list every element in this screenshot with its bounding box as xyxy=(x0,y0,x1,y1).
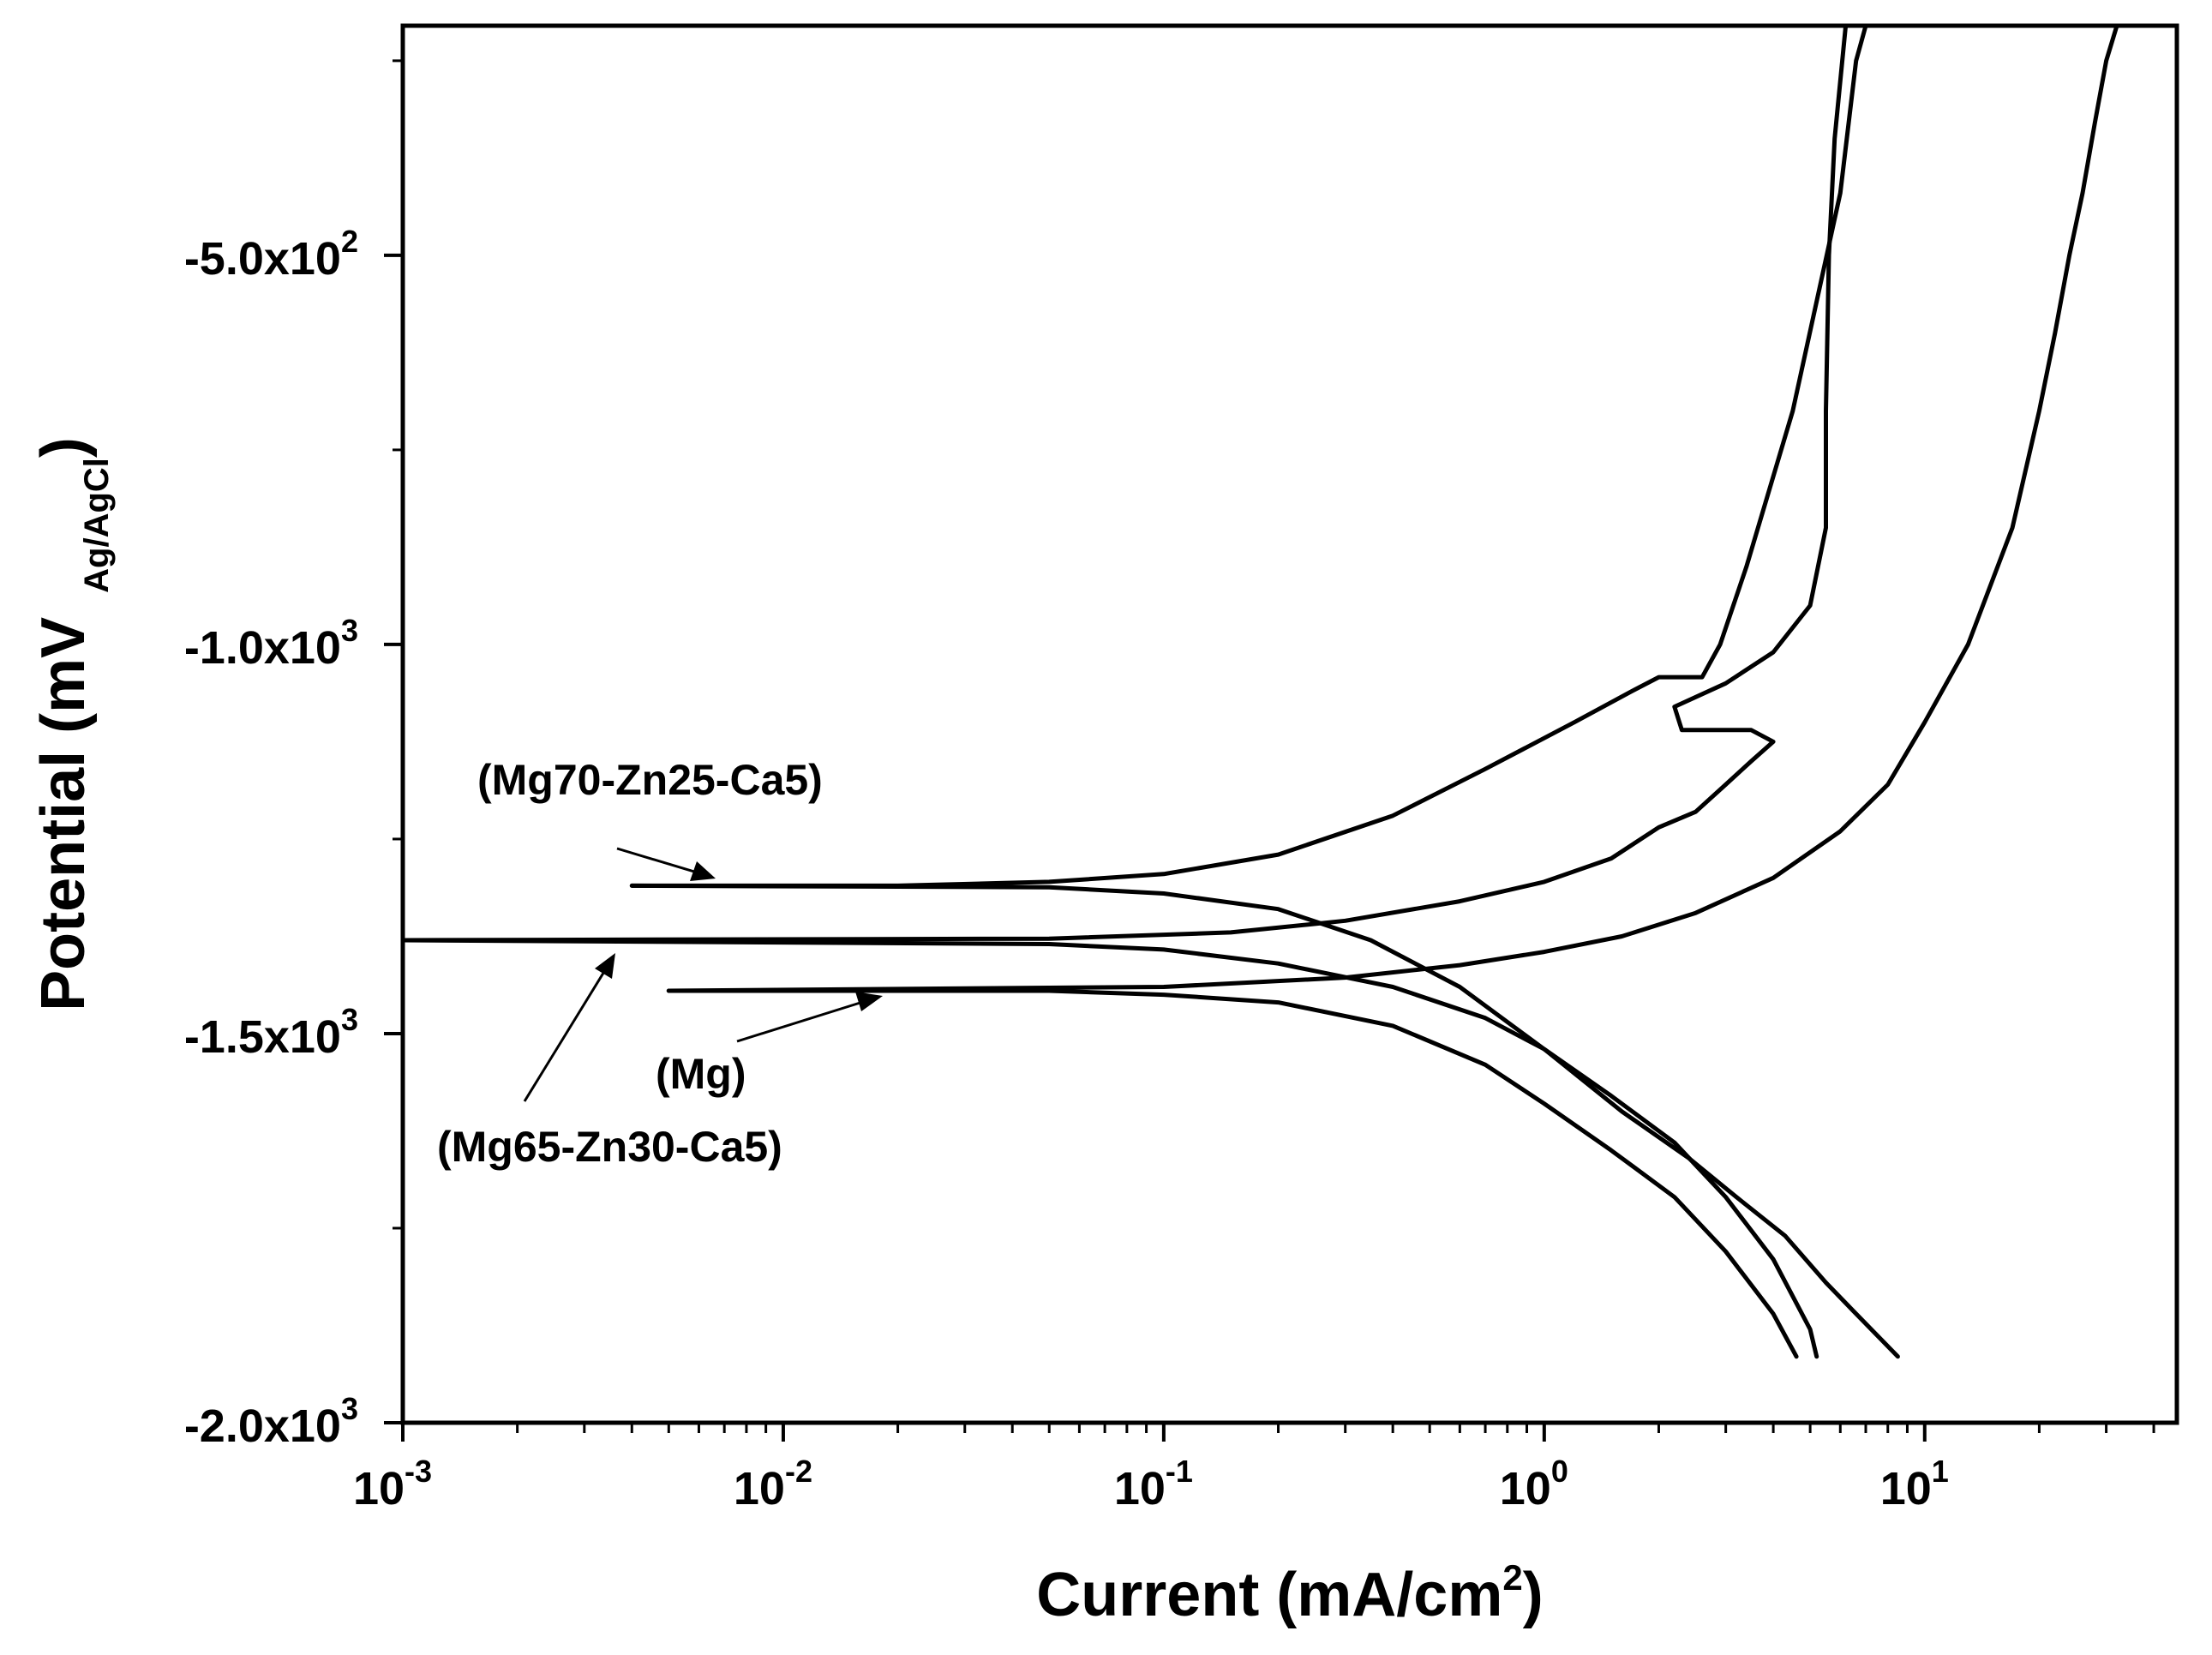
x-tick-label-exp: -1 xyxy=(1166,1454,1193,1489)
y-tick-label-exp: 3 xyxy=(341,613,358,648)
curve-mg70-zn25-ca5-cathodic xyxy=(629,883,1900,1359)
y-axis-title-main: Potential (mV xyxy=(29,617,98,1011)
y-tick-label-exp: 2 xyxy=(341,224,358,259)
curve-mg65-zn30-ca5-cathodic xyxy=(400,938,1819,1359)
y-tick-label-mantissa: -5.0x10 xyxy=(184,233,341,285)
x-tick-label: 100 xyxy=(1500,1454,1568,1514)
axis-ticks xyxy=(384,59,2155,1442)
plot-frame xyxy=(400,23,2179,1425)
x-tick-label-exp: -3 xyxy=(405,1454,432,1489)
curve-mg65-zn30-ca5-anodic xyxy=(400,23,1849,943)
curve-mg70-zn25-ca5-anodic xyxy=(629,23,1868,888)
annotation-arrows xyxy=(523,847,883,1102)
arrow-mg-head xyxy=(855,992,883,1011)
curves xyxy=(400,23,2119,1359)
x-tick-label-base: 10 xyxy=(1500,1463,1551,1514)
y-axis-title-end: ) xyxy=(29,437,98,458)
y-tick-label: -5.0x102 xyxy=(184,224,358,285)
y-tick-label-exp: 3 xyxy=(341,1391,358,1426)
y-tick-label: -2.0x103 xyxy=(184,1391,358,1452)
x-tick-label: 101 xyxy=(1880,1454,1949,1514)
y-tick-label-exp: 3 xyxy=(341,1002,358,1037)
y-tick-label: -1.0x103 xyxy=(184,613,358,674)
arrow-mg65-head xyxy=(595,953,615,979)
x-tick-label-exp: 0 xyxy=(1551,1454,1568,1489)
x-axis-title-main: Current (mA/cm xyxy=(1036,1561,1502,1629)
x-tick-label: 10-1 xyxy=(1114,1454,1193,1514)
y-tick-label-mantissa: -1.0x10 xyxy=(184,622,341,674)
x-tick-label-base: 10 xyxy=(1880,1463,1932,1514)
x-tick-label-base: 10 xyxy=(734,1463,785,1514)
x-axis-title-end: ) xyxy=(1523,1561,1544,1629)
annotation-mg: (Mg) xyxy=(656,1050,746,1098)
arrow-mg65 xyxy=(523,969,607,1102)
y-tick-label-mantissa: -2.0x10 xyxy=(184,1400,341,1452)
y-tick-label: -1.5x103 xyxy=(184,1002,358,1063)
x-tick-label-base: 10 xyxy=(353,1463,405,1514)
x-axis-title: Current (mA/cm2) xyxy=(1036,1557,1543,1629)
arrow-mg70 xyxy=(616,847,704,876)
x-axis-title-sup: 2 xyxy=(1502,1557,1522,1598)
y-axis-title: Potential (mV Ag/AgCl) xyxy=(29,437,116,1011)
x-tick-label-base: 10 xyxy=(1114,1463,1166,1514)
x-tick-label-exp: 1 xyxy=(1932,1454,1949,1489)
x-tick-label: 10-3 xyxy=(353,1454,432,1514)
x-tick-label: 10-2 xyxy=(734,1454,812,1514)
annotation-mg65-zn30-ca5: (Mg65-Zn30-Ca5) xyxy=(437,1123,782,1171)
curve-mg-anodic xyxy=(666,23,2119,993)
x-tick-label-exp: -2 xyxy=(785,1454,812,1489)
axis-tick-labels: 10-3 10-2 10-1 100 101-5.0x102-1.0x103-1.5x1… xyxy=(184,224,1949,1514)
annotation-mg70-zn25-ca5: (Mg70-Zn25-Ca5) xyxy=(477,756,823,804)
arrow-mg70-head xyxy=(690,861,716,881)
y-tick-label-mantissa: -1.5x10 xyxy=(184,1011,341,1063)
arrow-mg xyxy=(736,999,866,1043)
y-axis-title-sub: Ag/AgCl xyxy=(78,458,116,593)
curve-mg-cathodic xyxy=(666,988,1799,1359)
